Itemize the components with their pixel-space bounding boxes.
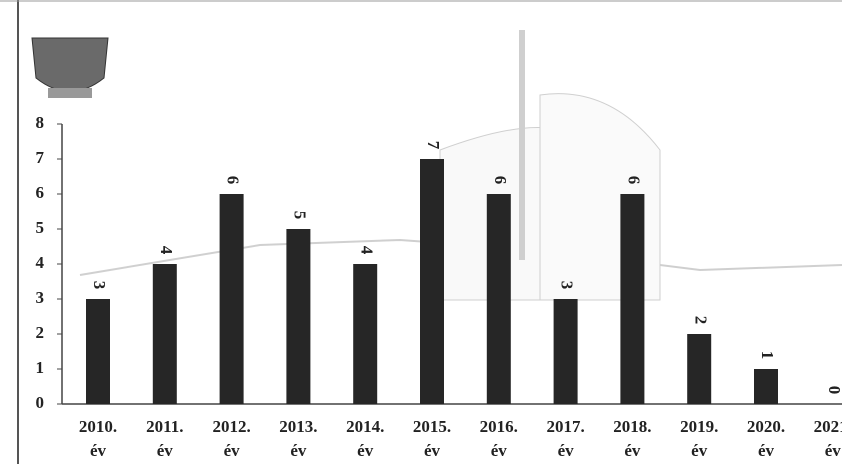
x-tick-label: 2019. [680, 417, 718, 436]
x-tick-label: 2020. [747, 417, 785, 436]
data-label: 3 [90, 281, 109, 290]
x-tick-label: év [758, 441, 775, 460]
x-tick-label: 2021. [814, 417, 842, 436]
y-tick-label: 6 [36, 183, 45, 202]
data-label: 6 [624, 176, 643, 185]
y-tick-label: 1 [36, 358, 45, 377]
bar [420, 159, 444, 404]
data-label: 6 [224, 176, 243, 185]
data-label: 4 [157, 246, 176, 255]
data-label: 5 [290, 211, 309, 220]
x-tick-label: év [424, 441, 441, 460]
x-tick-label: év [90, 441, 107, 460]
x-tick-label: év [624, 441, 641, 460]
x-tick-label: 2010. [79, 417, 117, 436]
bar [687, 334, 712, 404]
bar [152, 264, 177, 404]
data-label: 2 [691, 316, 710, 325]
data-label: 1 [758, 351, 777, 360]
x-tick-label: év [357, 441, 374, 460]
data-label: 6 [491, 176, 510, 185]
x-tick-label: 2012. [212, 417, 250, 436]
x-tick-label: év [157, 441, 174, 460]
x-tick-label: év [558, 441, 575, 460]
y-tick-label: 5 [36, 218, 45, 237]
y-tick-label: 7 [36, 148, 45, 167]
bar [353, 264, 378, 404]
x-tick-label: 2016. [480, 417, 518, 436]
y-tick-label: 8 [36, 113, 45, 132]
bar [486, 194, 511, 404]
x-tick-label: 2014. [346, 417, 384, 436]
x-tick-label: év [491, 441, 508, 460]
x-tick-label: 2015. [413, 417, 451, 436]
x-tick-label: 2017. [546, 417, 584, 436]
data-label: 7 [424, 141, 443, 150]
x-tick-label: 2011. [146, 417, 183, 436]
y-tick-label: 3 [36, 288, 45, 307]
x-tick-label: év [825, 441, 842, 460]
y-tick-label: 0 [36, 393, 45, 412]
x-tick-label: 2018. [613, 417, 651, 436]
data-label: 4 [357, 246, 376, 255]
data-label: 0 [825, 386, 842, 395]
y-tick-label: 4 [36, 253, 45, 272]
bar [86, 299, 110, 404]
bar [286, 229, 311, 404]
bar [620, 194, 645, 404]
bar [553, 299, 578, 404]
x-tick-label: 2013. [279, 417, 317, 436]
x-tick-label: év [224, 441, 241, 460]
data-label: 3 [558, 281, 577, 290]
logo [31, 37, 109, 98]
bar [754, 369, 778, 404]
x-tick-label: év [290, 441, 307, 460]
y-tick-label: 2 [36, 323, 45, 342]
x-tick-label: év [691, 441, 708, 460]
bar [219, 194, 244, 404]
